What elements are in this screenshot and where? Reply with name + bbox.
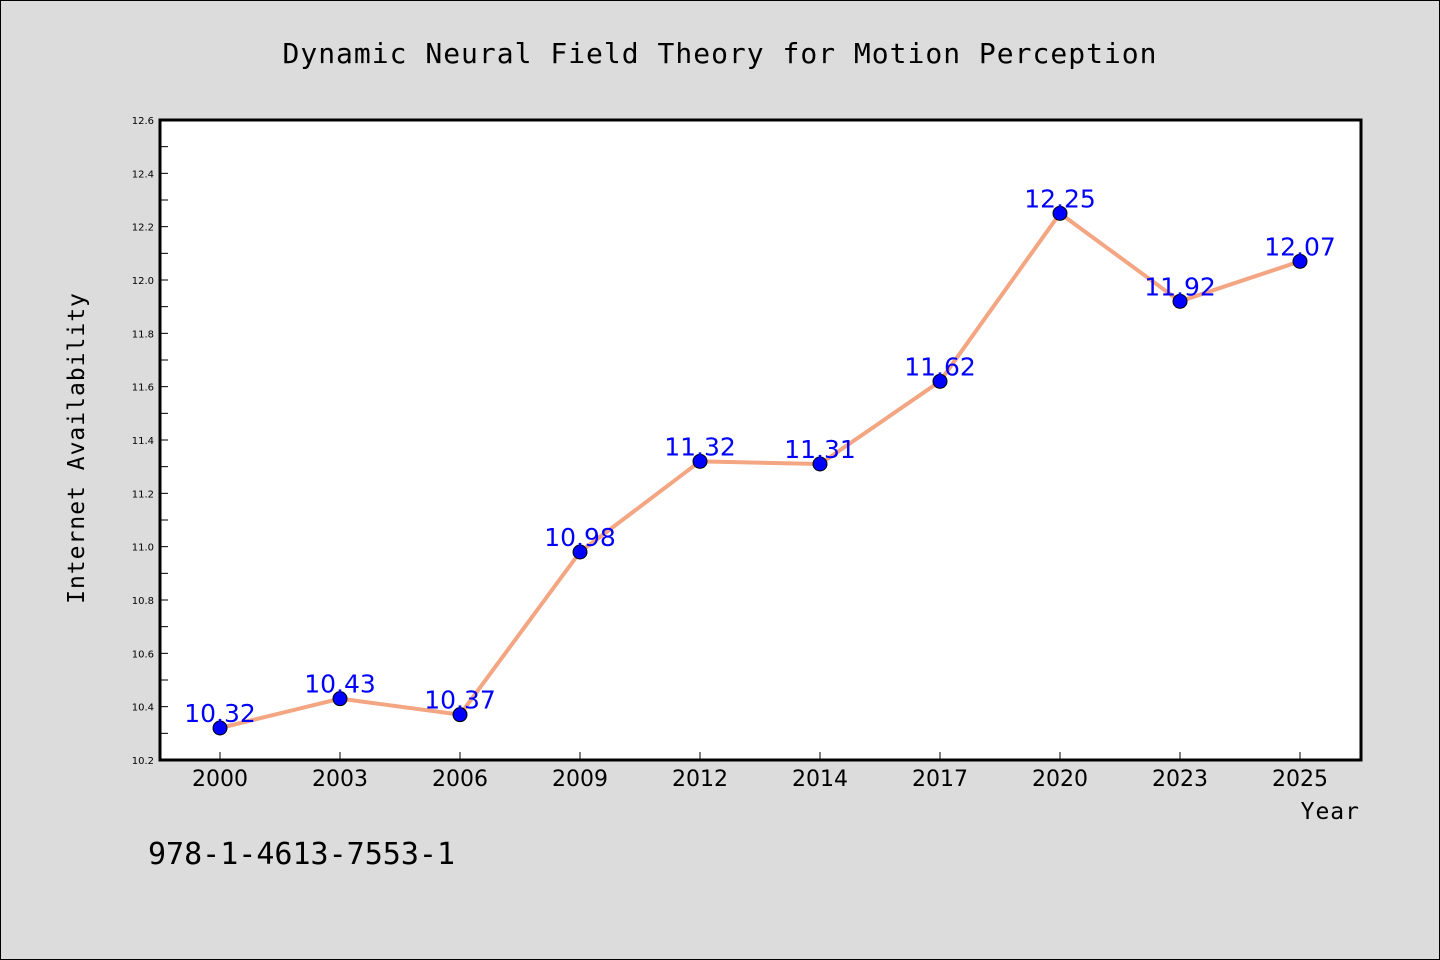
x-tick-label: 2006 (432, 767, 488, 792)
data-label: 11.32 (664, 432, 736, 461)
data-label: 12.25 (1024, 184, 1096, 213)
data-markers (212, 205, 1308, 736)
x-tick-label: 2014 (792, 767, 848, 792)
data-label: 11.92 (1144, 272, 1216, 301)
data-label: 10.98 (544, 523, 616, 552)
y-tick-label: 12.4 (132, 169, 154, 180)
data-label: 10.32 (184, 699, 256, 728)
data-point (1292, 253, 1308, 269)
data-point (212, 720, 228, 736)
x-tick-label: 2012 (672, 767, 728, 792)
x-tick-label: 2020 (1032, 767, 1088, 792)
x-tick-label: 2003 (312, 767, 368, 792)
data-point (572, 544, 588, 560)
y-tick-label: 11.4 (132, 436, 154, 447)
x-tick-label: 2000 (192, 767, 248, 792)
y-tick-label: 11.2 (132, 489, 154, 500)
y-tick-label: 11.0 (132, 543, 154, 554)
x-axis-label: Year (1301, 799, 1360, 825)
y-tick-label: 10.4 (132, 703, 154, 714)
x-tick-label: 2025 (1272, 767, 1328, 792)
data-labels: 10.32 10.43 10.37 10.98 11.32 11.31 11.62 12.25… (184, 184, 1336, 728)
y-tick-label: 10.2 (132, 756, 154, 767)
plot-border (158, 118, 1363, 762)
y-axis: 10.2 10.4 10.6 10.8 11.0 11.2 11.4 11.6 11.8 12.0… (132, 116, 168, 767)
data-label: 11.31 (784, 435, 856, 464)
series-line (219, 211, 1301, 730)
data-point (692, 453, 708, 469)
x-tick-label: 2017 (912, 767, 968, 792)
chart-title: Dynamic Neural Field Theory for Motion P… (282, 37, 1157, 70)
y-axis-label: Internet Availability (64, 292, 90, 604)
y-tick-label: 10.6 (132, 649, 154, 660)
data-point (1172, 293, 1188, 309)
data-point (932, 373, 948, 389)
y-tick-label: 12.0 (132, 276, 154, 287)
data-label: 11.62 (904, 352, 976, 381)
data-label: 10.43 (304, 670, 376, 699)
data-point (452, 707, 468, 723)
x-tick-label: 2009 (552, 767, 608, 792)
y-tick-label: 11.8 (132, 329, 154, 340)
y-tick-label: 12.2 (132, 223, 154, 234)
y-tick-label: 11.6 (132, 383, 154, 394)
data-point (812, 456, 828, 472)
plot-area (160, 120, 1361, 760)
data-point (1052, 205, 1068, 221)
data-label: 12.07 (1264, 232, 1336, 261)
x-axis: 2000 2003 2006 2009 2012 2014 2017 2020 2023 2025 (192, 752, 1328, 792)
data-point (332, 691, 348, 707)
isbn-text: 978-1-4613-7553-1 (148, 837, 455, 872)
x-tick-label: 2023 (1152, 767, 1208, 792)
y-tick-label: 10.8 (132, 596, 154, 607)
y-tick-label: 12.6 (132, 116, 154, 127)
data-label: 10.37 (424, 686, 496, 715)
